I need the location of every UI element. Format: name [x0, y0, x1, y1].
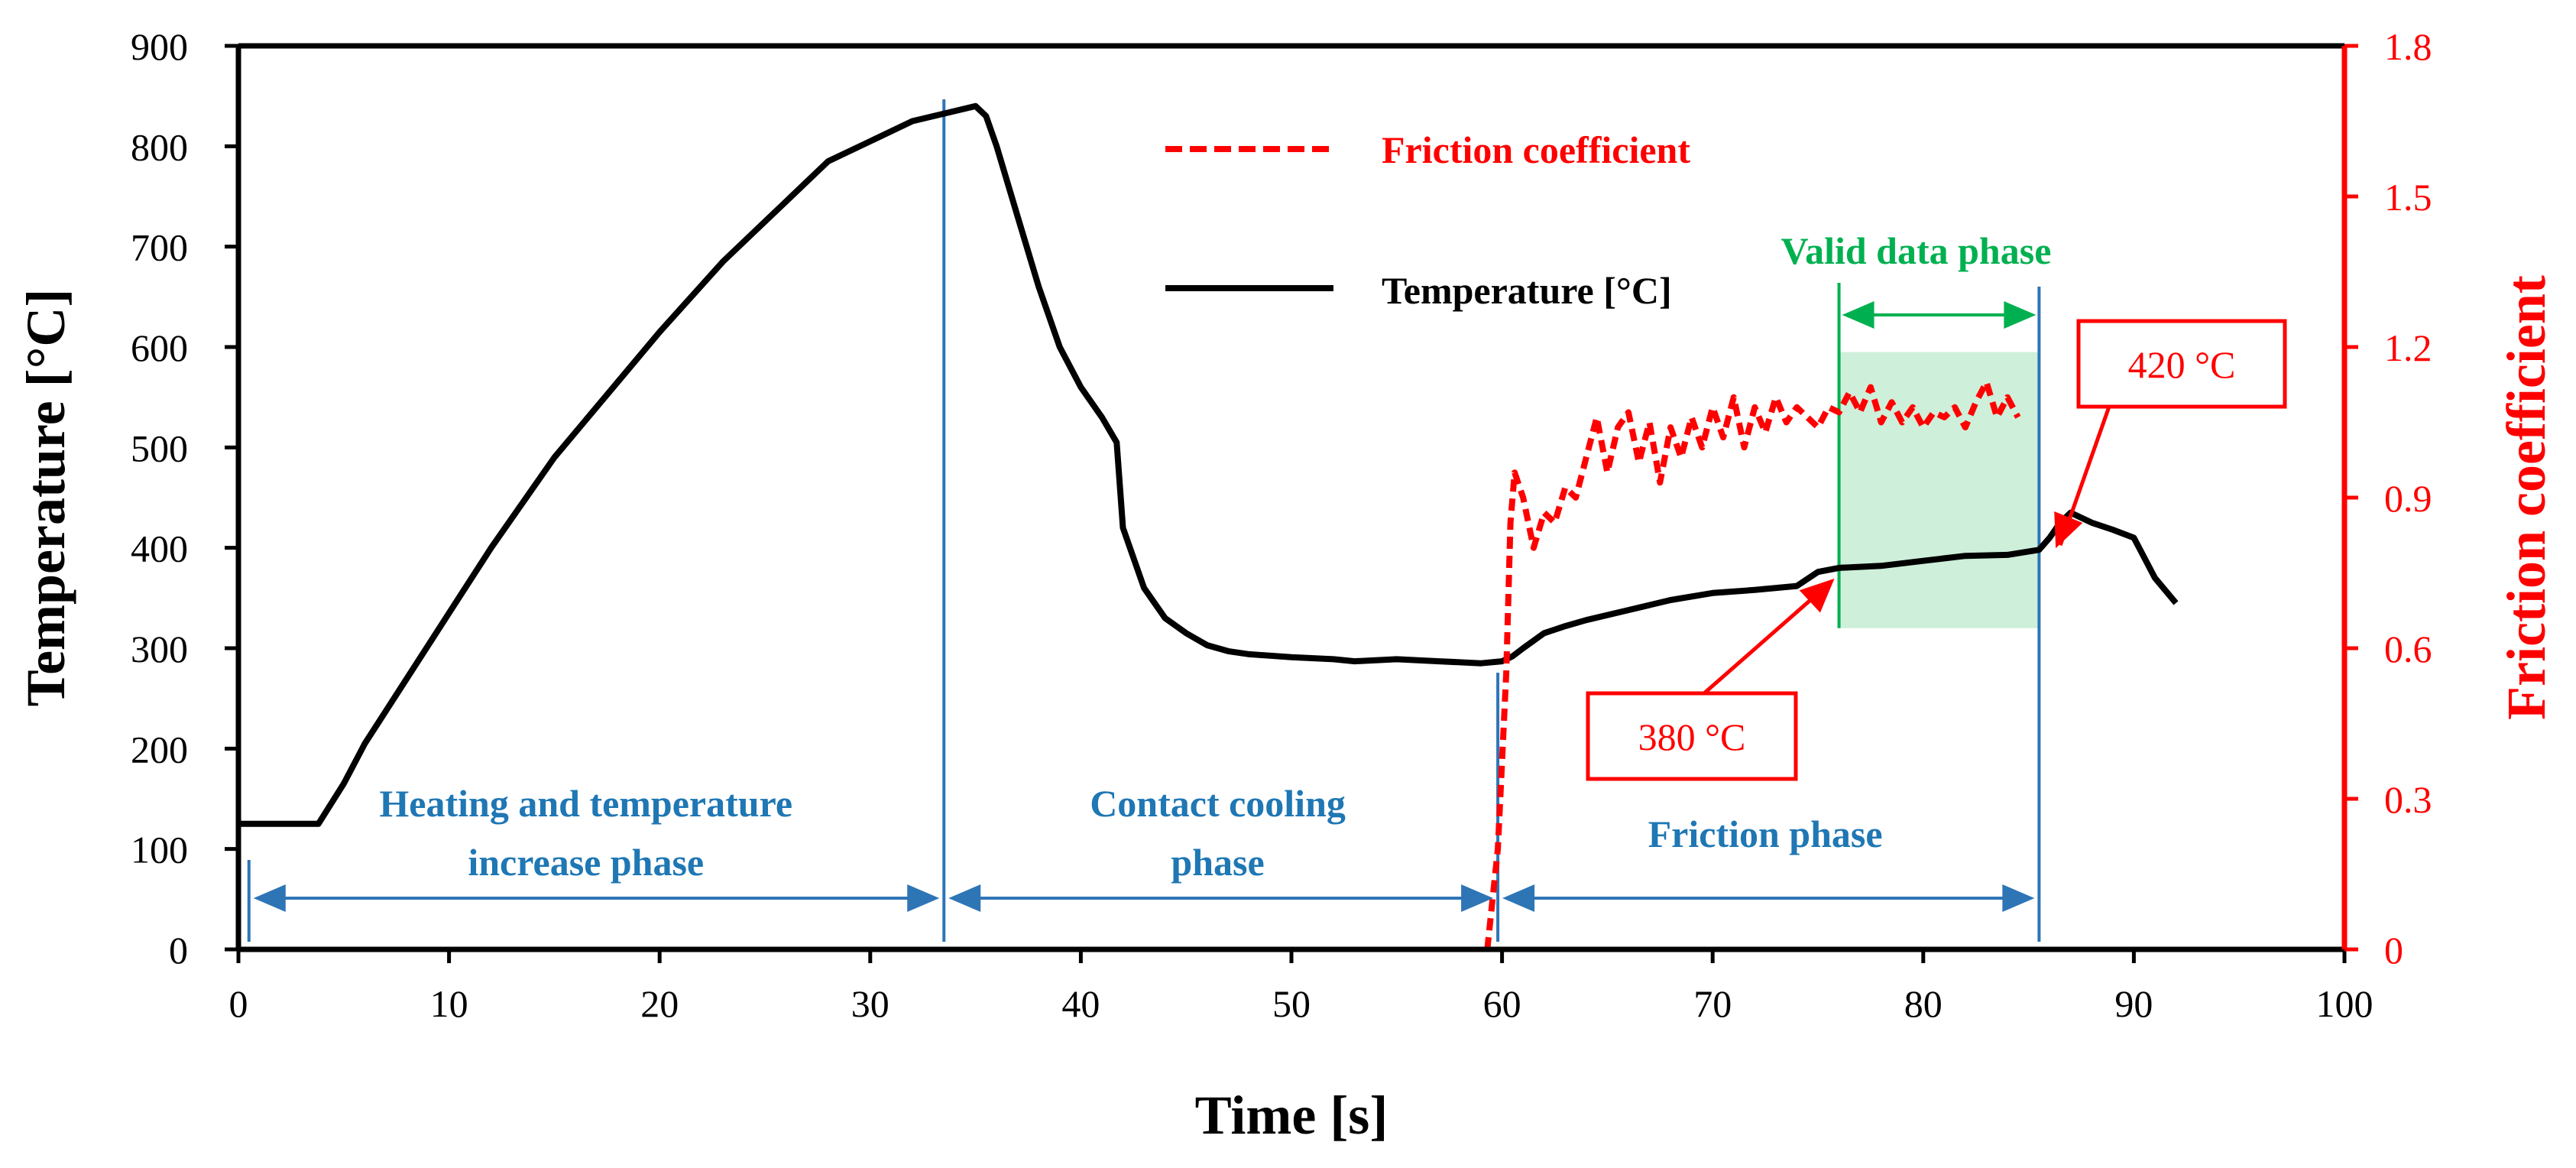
phase-arrow-head-right: [907, 884, 940, 912]
phase-arrow-head-left: [253, 884, 286, 912]
valid-data-phase-arrow: [1842, 301, 2036, 329]
y2-tick-label: 1.5: [2384, 176, 2432, 219]
phase-arrow-head-right: [2002, 884, 2035, 912]
phase-label-line2: phase: [1171, 841, 1264, 884]
y-axis-title: Temperature [°C]: [15, 289, 76, 707]
x-tick-label: 10: [430, 982, 468, 1025]
phase-arrow-head-left: [948, 884, 981, 912]
valid-data-phase-label: Valid data phase: [1781, 229, 2052, 272]
valid-arrow-head-right: [2004, 301, 2036, 329]
x-tick-label: 70: [1693, 982, 1732, 1025]
friction-series-line: [1484, 379, 2021, 950]
temperature-annotations: 380 °C 420 °C: [1586, 319, 2287, 781]
y-tick-label: 100: [131, 829, 188, 871]
y-tick-label: 700: [131, 226, 188, 269]
x-tick-label: 50: [1272, 982, 1311, 1025]
y-tick-label: 500: [131, 427, 188, 469]
phase-label-line1: Friction phase: [1648, 813, 1883, 855]
annotation-label: 420 °C: [2128, 343, 2236, 386]
phase-label-line1: Contact cooling: [1090, 782, 1346, 825]
phase-arrow-head-right: [1461, 884, 1494, 912]
annotation-arrow-head: [1799, 578, 1835, 613]
y-ticks: 0 100 200 300 400 500 600 700 800 900: [131, 25, 238, 972]
y2-tick-label: 1.8: [2384, 25, 2432, 68]
annotation-box: [2076, 319, 2287, 409]
x-axis-title: Time [s]: [1195, 1085, 1388, 1146]
valid-data-region: [1839, 352, 2040, 628]
y2-ticks: 0 0.3 0.6 0.9 1.2 1.5 1.8: [2344, 25, 2432, 972]
x-tick-label: 40: [1061, 982, 1100, 1025]
x-tick-label: 100: [2316, 982, 2373, 1025]
y-tick-label: 800: [131, 125, 188, 168]
x-tick-label: 20: [640, 982, 679, 1025]
x-ticks: 0 10 20 30 40 50 60 70 80 90 100: [229, 949, 2373, 1025]
y2-tick-label: 0.3: [2384, 778, 2432, 821]
x-tick-label: 90: [2114, 982, 2153, 1025]
phase-labels: Heating and temperature increase phase Con…: [379, 782, 1882, 884]
temperature-series-line: [238, 102, 2179, 827]
valid-arrow-head-left: [1842, 301, 1874, 329]
y-tick-label: 600: [131, 326, 188, 369]
y2-axis-title: Friction coefficient: [2496, 275, 2557, 720]
annotation-box: [1586, 691, 1798, 781]
x-tick-label: 0: [229, 982, 248, 1025]
phase-label-line2: increase phase: [468, 841, 704, 884]
x-tick-label: 80: [1904, 982, 1943, 1025]
phase-arrow-head-left: [1502, 884, 1535, 912]
annotation-label: 380 °C: [1638, 715, 1746, 758]
y2-tick-label: 1.2: [2384, 326, 2432, 369]
x-tick-label: 30: [851, 982, 889, 1025]
y-tick-label: 200: [131, 728, 188, 771]
y2-tick-label: 0.6: [2384, 628, 2432, 670]
phase-arrows: [253, 884, 2035, 912]
y2-tick-label: 0: [2384, 929, 2403, 972]
annotation-arrow-head: [2054, 511, 2083, 549]
y-tick-label: 300: [131, 628, 188, 670]
legend-temperature-label: Temperature [°C]: [1382, 269, 1672, 312]
y-tick-label: 0: [169, 929, 188, 972]
y-tick-label: 900: [131, 25, 188, 68]
y2-tick-label: 0.9: [2384, 477, 2432, 520]
phase-label-line1: Heating and temperature: [379, 782, 792, 825]
legend-friction-label: Friction coefficient: [1382, 128, 1690, 171]
x-tick-label: 60: [1483, 982, 1521, 1025]
y-tick-label: 400: [131, 527, 188, 570]
